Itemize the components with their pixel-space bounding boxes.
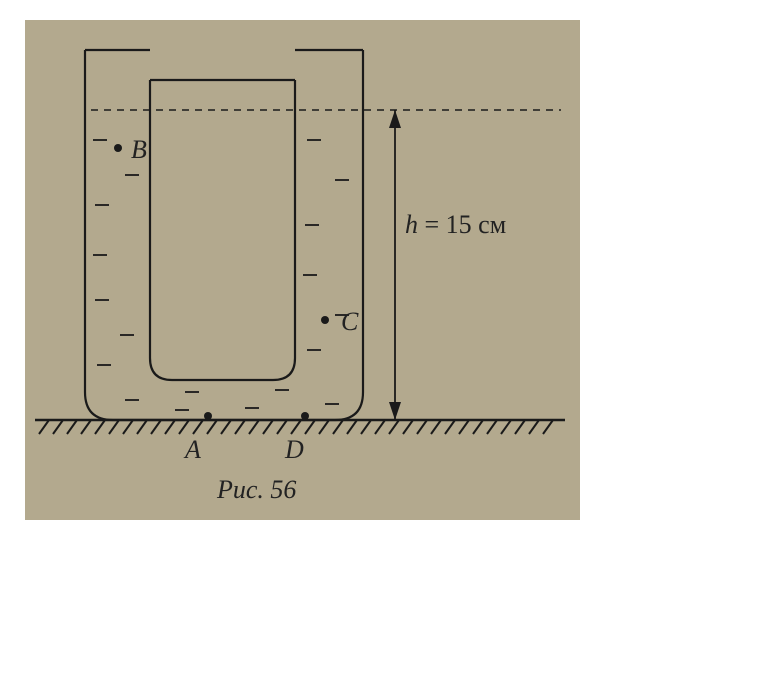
point-b-label: B: [131, 135, 147, 164]
height-value: = 15 см: [418, 210, 506, 239]
diagram-svg: B C A D: [25, 20, 580, 520]
point-b-dot: [114, 144, 122, 152]
point-c-label: C: [341, 307, 359, 336]
height-label: h = 15 см: [405, 210, 506, 240]
figure-caption: Рис. 56: [217, 475, 296, 505]
physics-diagram-panel: B C A D: [25, 20, 580, 520]
point-a-label: A: [183, 435, 201, 464]
point-c-dot: [321, 316, 329, 324]
point-d-label: D: [284, 435, 304, 464]
height-symbol: h: [405, 210, 418, 239]
